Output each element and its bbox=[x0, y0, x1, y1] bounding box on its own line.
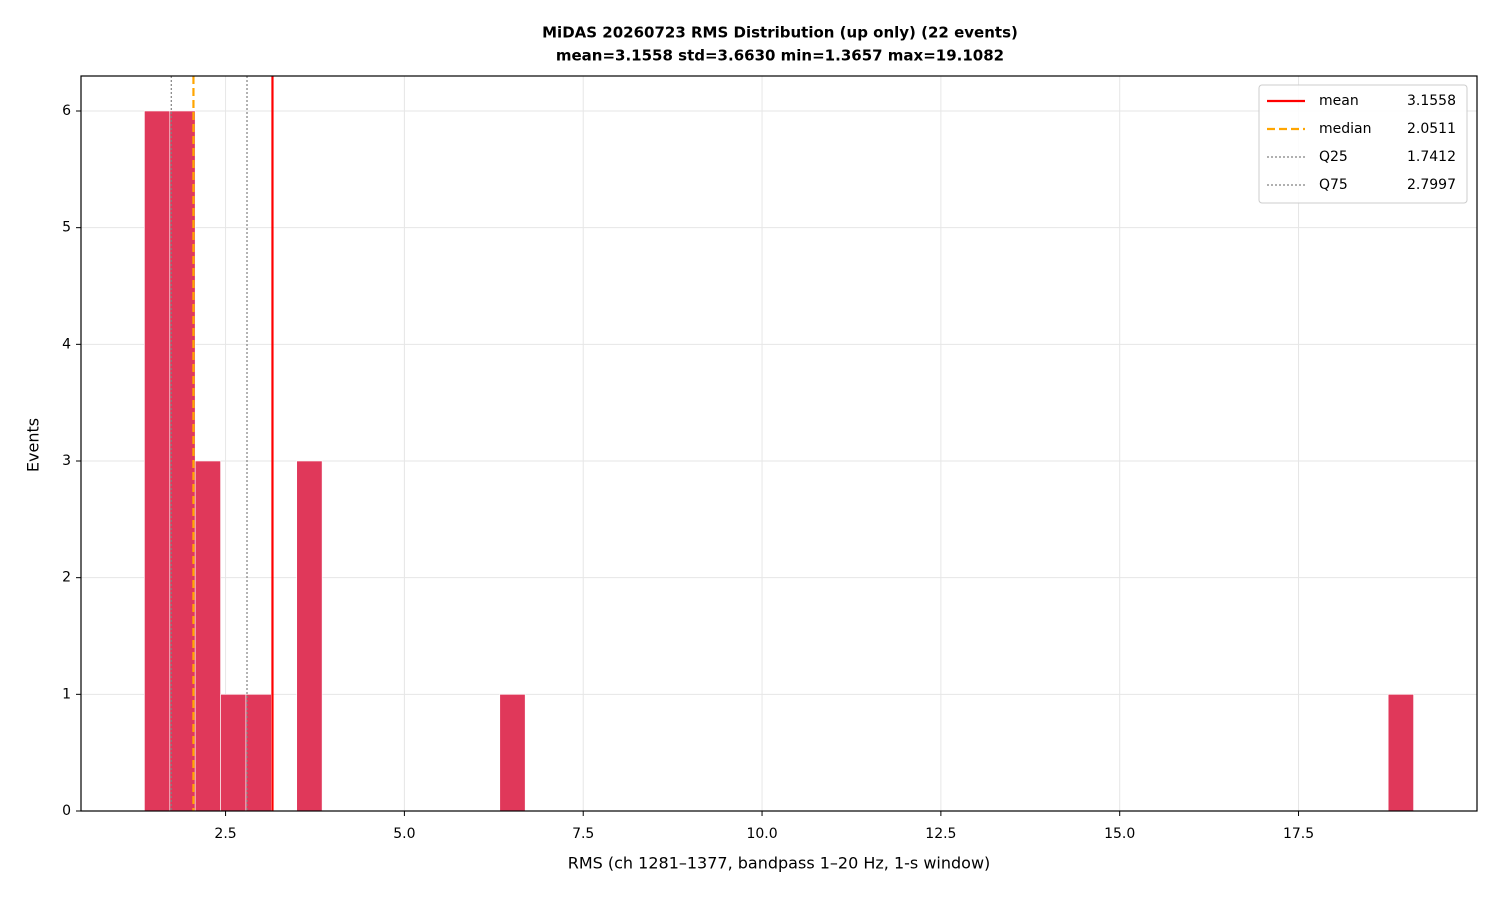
y-axis-label: Events bbox=[24, 418, 43, 472]
x-tick-label: 17.5 bbox=[1283, 826, 1314, 842]
y-tick-label: 3 bbox=[62, 453, 71, 469]
x-tick-label: 15.0 bbox=[1104, 826, 1135, 842]
legend-value: 2.0511 bbox=[1407, 121, 1456, 137]
y-tick-label: 6 bbox=[62, 103, 71, 119]
chart-subtitle: mean=3.1558 std=3.6630 min=1.3657 max=19… bbox=[556, 47, 1004, 65]
legend-label: Q25 bbox=[1319, 149, 1348, 165]
x-tick-label: 7.5 bbox=[572, 826, 594, 842]
legend-label: mean bbox=[1319, 93, 1359, 109]
x-tick-label: 2.5 bbox=[214, 826, 236, 842]
bar bbox=[169, 110, 196, 812]
legend-label: median bbox=[1319, 121, 1371, 137]
bar bbox=[245, 694, 272, 812]
legend-value: 3.1558 bbox=[1407, 93, 1456, 109]
legend-label: Q75 bbox=[1319, 177, 1348, 193]
x-tick-label: 10.0 bbox=[746, 826, 777, 842]
y-tick-label: 1 bbox=[62, 686, 71, 702]
bar bbox=[499, 694, 526, 812]
legend-value: 1.7412 bbox=[1407, 149, 1456, 165]
y-tick-label: 0 bbox=[62, 803, 71, 819]
y-tick-label: 5 bbox=[62, 220, 71, 236]
x-tick-label: 12.5 bbox=[925, 826, 956, 842]
plot-frame bbox=[80, 75, 1478, 812]
bar bbox=[296, 460, 323, 812]
x-axis-label: RMS (ch 1281–1377, bandpass 1–20 Hz, 1-s… bbox=[568, 854, 991, 873]
y-tick-label: 2 bbox=[62, 570, 71, 586]
y-tick-label: 4 bbox=[62, 336, 71, 352]
bar bbox=[194, 460, 221, 812]
x-tick-label: 5.0 bbox=[393, 826, 415, 842]
legend-box bbox=[1258, 84, 1468, 204]
chart-title: MiDAS 20260723 RMS Distribution (up only… bbox=[542, 24, 1018, 42]
legend-value: 2.7997 bbox=[1407, 177, 1456, 193]
bar bbox=[220, 694, 247, 812]
bar bbox=[1387, 694, 1414, 812]
bar bbox=[144, 110, 171, 812]
